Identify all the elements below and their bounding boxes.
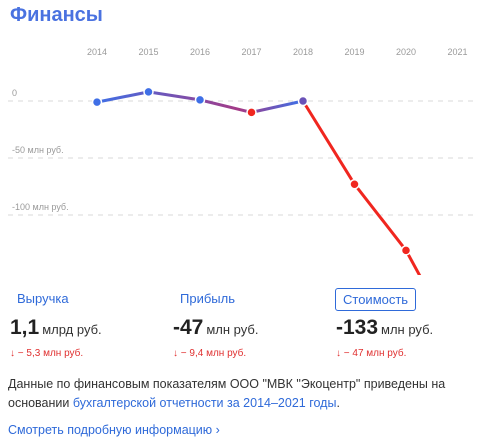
note-text: Данные по финансовым показателям ООО "МВ… [8,377,446,410]
metric-revenue-label[interactable]: Выручка [17,291,69,306]
metric-profit-number: -47 [173,316,204,339]
data-point [91,96,103,108]
metric-revenue-number: 1,1 [10,316,40,339]
series-line-negative [301,100,422,275]
metric-profit-value: -47 млн руб. [173,316,258,340]
metric-revenue-value: 1,1 млрд руб. [10,316,102,340]
x-tick-label: 2021 [447,47,467,57]
finance-chart: 0 -50 млн руб. -100 млн руб. 2014 2015 2016 2… [8,47,478,275]
x-tick-label: 2019 [344,47,364,57]
y-tick-label: -50 млн руб. [12,145,64,155]
data-point [194,94,206,106]
y-tick-label: -100 млн руб. [12,202,69,212]
more-info-link[interactable]: Смотреть подробную информацию › [8,423,220,437]
data-point [246,107,257,118]
metric-profit-change: ↓ − 9,4 млн руб. [173,348,247,359]
metric-revenue-unit: млрд руб. [42,322,102,337]
metric-value-unit: млн руб. [381,322,434,337]
section-title: Финансы [10,4,103,26]
accounting-link[interactable]: бухгалтерской отчетности за 2014–2021 го… [72,396,337,410]
metric-value-change: ↓ − 47 млн руб. [336,348,407,359]
metric-value-value: -133 млн руб. [336,316,433,340]
data-point [143,86,154,98]
metric-value-label[interactable]: Стоимость [335,288,417,311]
metric-value-number: -133 [336,316,379,339]
x-tick-label: 2015 [138,47,158,57]
x-tick-label: 2017 [241,47,261,57]
x-tick-label: 2016 [190,47,210,57]
note-end: . [336,396,340,410]
x-tick-label: 2014 [87,47,107,57]
metric-profit-unit: млн руб. [206,322,259,337]
data-point [349,178,360,190]
metric-revenue-change: ↓ − 5,3 млн руб. [10,348,84,359]
data-source-note: Данные по финансовым показателям ООО "МВ… [8,375,468,413]
data-point [400,245,412,256]
y-tick-label: 0 [12,88,17,98]
x-tick-label: 2020 [396,47,416,57]
metric-profit-label[interactable]: Прибыль [180,291,235,306]
data-point [297,95,309,107]
x-tick-label: 2018 [293,47,313,57]
